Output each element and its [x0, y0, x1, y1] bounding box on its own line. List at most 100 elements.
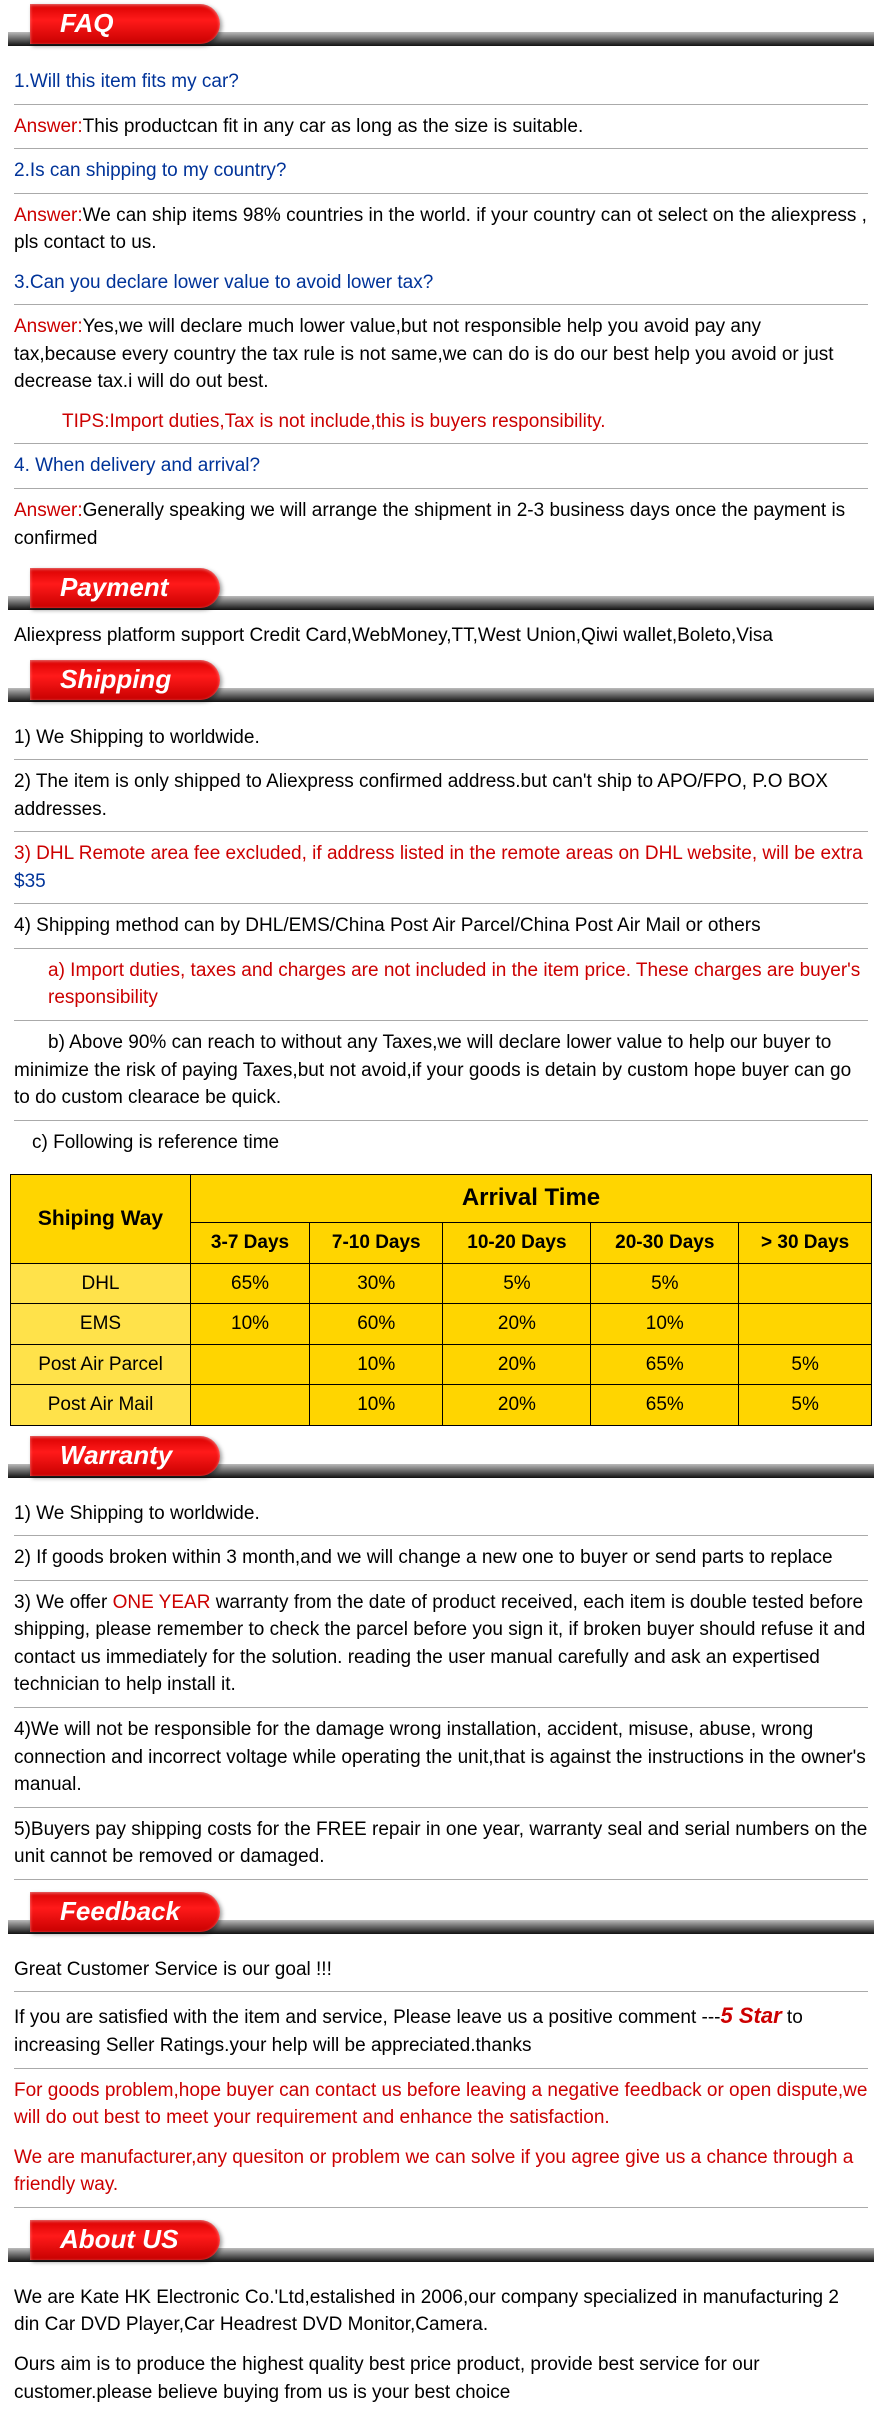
shipping-table-body: DHL65%30%5%5%EMS10%60%20%10%Post Air Par… [11, 1263, 872, 1425]
section-header-faq: FAQ [0, 4, 882, 52]
section-header-warranty: Warranty [0, 1436, 882, 1484]
ship-l3a: 3) DHL Remote area fee excluded, if addr… [14, 843, 863, 864]
ship-col-arrival: Arrival Time [191, 1175, 872, 1223]
divider [14, 2207, 868, 2208]
divider [14, 1120, 868, 1121]
section-header-shipping: Shipping [0, 660, 882, 708]
divider [14, 1020, 868, 1021]
section-header-about: About US [0, 2220, 882, 2268]
faq-q2: 2.Is can shipping to my country? [14, 151, 868, 191]
feedback-2: If you are satisfied with the item and s… [14, 1994, 868, 2065]
feedback-4: We are manufacturer,any quesiton or prob… [14, 2138, 868, 2205]
ship-way-cell: EMS [11, 1304, 191, 1345]
feedback-content: Great Customer Service is our goal !!! I… [0, 1940, 882, 2216]
warranty-5: 5)Buyers pay shipping costs for the FREE… [14, 1810, 868, 1877]
ship-val-cell: 20% [443, 1385, 591, 1426]
faq-a3-text: Yes,we will declare much lower value,but… [14, 316, 834, 392]
divider [14, 1535, 868, 1536]
faq-content: 1.Will this item fits my car? Answer:Thi… [0, 52, 882, 564]
faq-tips: TIPS:Import duties,Tax is not include,th… [62, 402, 868, 442]
header-tab: Warranty [30, 1436, 220, 1476]
header-tab: Shipping [30, 660, 220, 700]
answer-label: Answer: [14, 316, 83, 337]
ship-val-cell: 5% [591, 1263, 739, 1304]
divider [14, 759, 868, 760]
divider [14, 1580, 868, 1581]
ship-val-cell: 20% [443, 1344, 591, 1385]
ship-val-cell: 65% [591, 1385, 739, 1426]
ship-val-cell [739, 1304, 872, 1345]
header-tab: FAQ [30, 4, 220, 44]
ship-col-1: 7-10 Days [310, 1223, 443, 1264]
section-header-feedback: Feedback [0, 1892, 882, 1940]
ship-lc: c) Following is reference time [14, 1123, 868, 1163]
ship-val-cell [191, 1344, 310, 1385]
header-tab: Payment [30, 568, 220, 608]
ship-l3: 3) DHL Remote area fee excluded, if addr… [14, 834, 868, 901]
ship-col-0: 3-7 Days [191, 1223, 310, 1264]
divider [14, 304, 868, 305]
section-header-payment: Payment [0, 568, 882, 616]
divider [14, 2068, 868, 2069]
faq-a3: Answer:Yes,we will declare much lower va… [14, 307, 868, 402]
divider [14, 1807, 868, 1808]
ship-way-cell: Post Air Mail [11, 1385, 191, 1426]
ship-col-4: > 30 Days [739, 1223, 872, 1264]
ship-l4: 4) Shipping method can by DHL/EMS/China … [14, 906, 868, 946]
warranty-3a: 3) We offer [14, 1592, 113, 1613]
ship-l1: 1) We Shipping to worldwide. [14, 718, 868, 758]
warranty-content: 1) We Shipping to worldwide. 2) If goods… [0, 1484, 882, 1888]
ship-val-cell: 10% [591, 1304, 739, 1345]
faq-a2-text: We can ship items 98% countries in the w… [14, 205, 867, 254]
ship-l3b: $35 [14, 871, 46, 892]
warranty-1: 1) We Shipping to worldwide. [14, 1494, 868, 1534]
divider [14, 1991, 868, 1992]
ship-val-cell [739, 1263, 872, 1304]
feedback-2a: If you are satisfied with the item and s… [14, 2007, 720, 2028]
ship-val-cell: 5% [443, 1263, 591, 1304]
payment-text: Aliexpress platform support Credit Card,… [0, 616, 882, 656]
about-1: We are Kate HK Electronic Co.'Ltd,estali… [14, 2278, 868, 2345]
faq-a4-text: Generally speaking we will arrange the s… [14, 500, 845, 549]
ship-val-cell: 60% [310, 1304, 443, 1345]
ship-val-cell: 5% [739, 1385, 872, 1426]
warranty-2: 2) If goods broken within 3 month,and we… [14, 1538, 868, 1578]
divider [14, 903, 868, 904]
warranty-3: 3) We offer ONE YEAR warranty from the d… [14, 1583, 868, 1705]
header-tab: Feedback [30, 1892, 220, 1932]
shipping-table-head: Shiping Way Arrival Time 3-7 Days 7-10 D… [11, 1175, 872, 1263]
warranty-4: 4)We will not be responsible for the dam… [14, 1710, 868, 1805]
ship-col-2: 10-20 Days [443, 1223, 591, 1264]
divider [14, 104, 868, 105]
ship-val-cell: 10% [191, 1304, 310, 1345]
ship-val-cell: 20% [443, 1304, 591, 1345]
divider [14, 948, 868, 949]
ship-way-cell: DHL [11, 1263, 191, 1304]
ship-way-cell: Post Air Parcel [11, 1344, 191, 1385]
divider [14, 443, 868, 444]
ship-val-cell [191, 1385, 310, 1426]
ship-val-cell: 30% [310, 1263, 443, 1304]
shipping-content: 1) We Shipping to worldwide. 2) The item… [0, 708, 882, 1169]
ship-la: a) Import duties, taxes and charges are … [48, 951, 868, 1018]
faq-q4: 4. When delivery and arrival? [14, 446, 868, 486]
ship-lb: b) Above 90% can reach to without any Ta… [14, 1023, 868, 1118]
faq-q3: 3.Can you declare lower value to avoid l… [14, 263, 868, 303]
divider [14, 193, 868, 194]
ship-col-3: 20-30 Days [591, 1223, 739, 1264]
ship-val-cell: 65% [591, 1344, 739, 1385]
header-tab: About US [30, 2220, 220, 2260]
answer-label: Answer: [14, 500, 83, 521]
divider [14, 1879, 868, 1880]
divider [14, 1707, 868, 1708]
ship-val-cell: 65% [191, 1263, 310, 1304]
divider [14, 488, 868, 489]
ship-val-cell: 5% [739, 1344, 872, 1385]
ship-l2: 2) The item is only shipped to Aliexpres… [14, 762, 868, 829]
feedback-3: For goods problem,hope buyer can contact… [14, 2071, 868, 2138]
table-row: Post Air Mail 10%20%65%5% [11, 1385, 872, 1426]
ship-val-cell: 10% [310, 1385, 443, 1426]
answer-label: Answer: [14, 205, 83, 226]
faq-a2: Answer:We can ship items 98% countries i… [14, 196, 868, 263]
answer-label: Answer: [14, 116, 83, 137]
